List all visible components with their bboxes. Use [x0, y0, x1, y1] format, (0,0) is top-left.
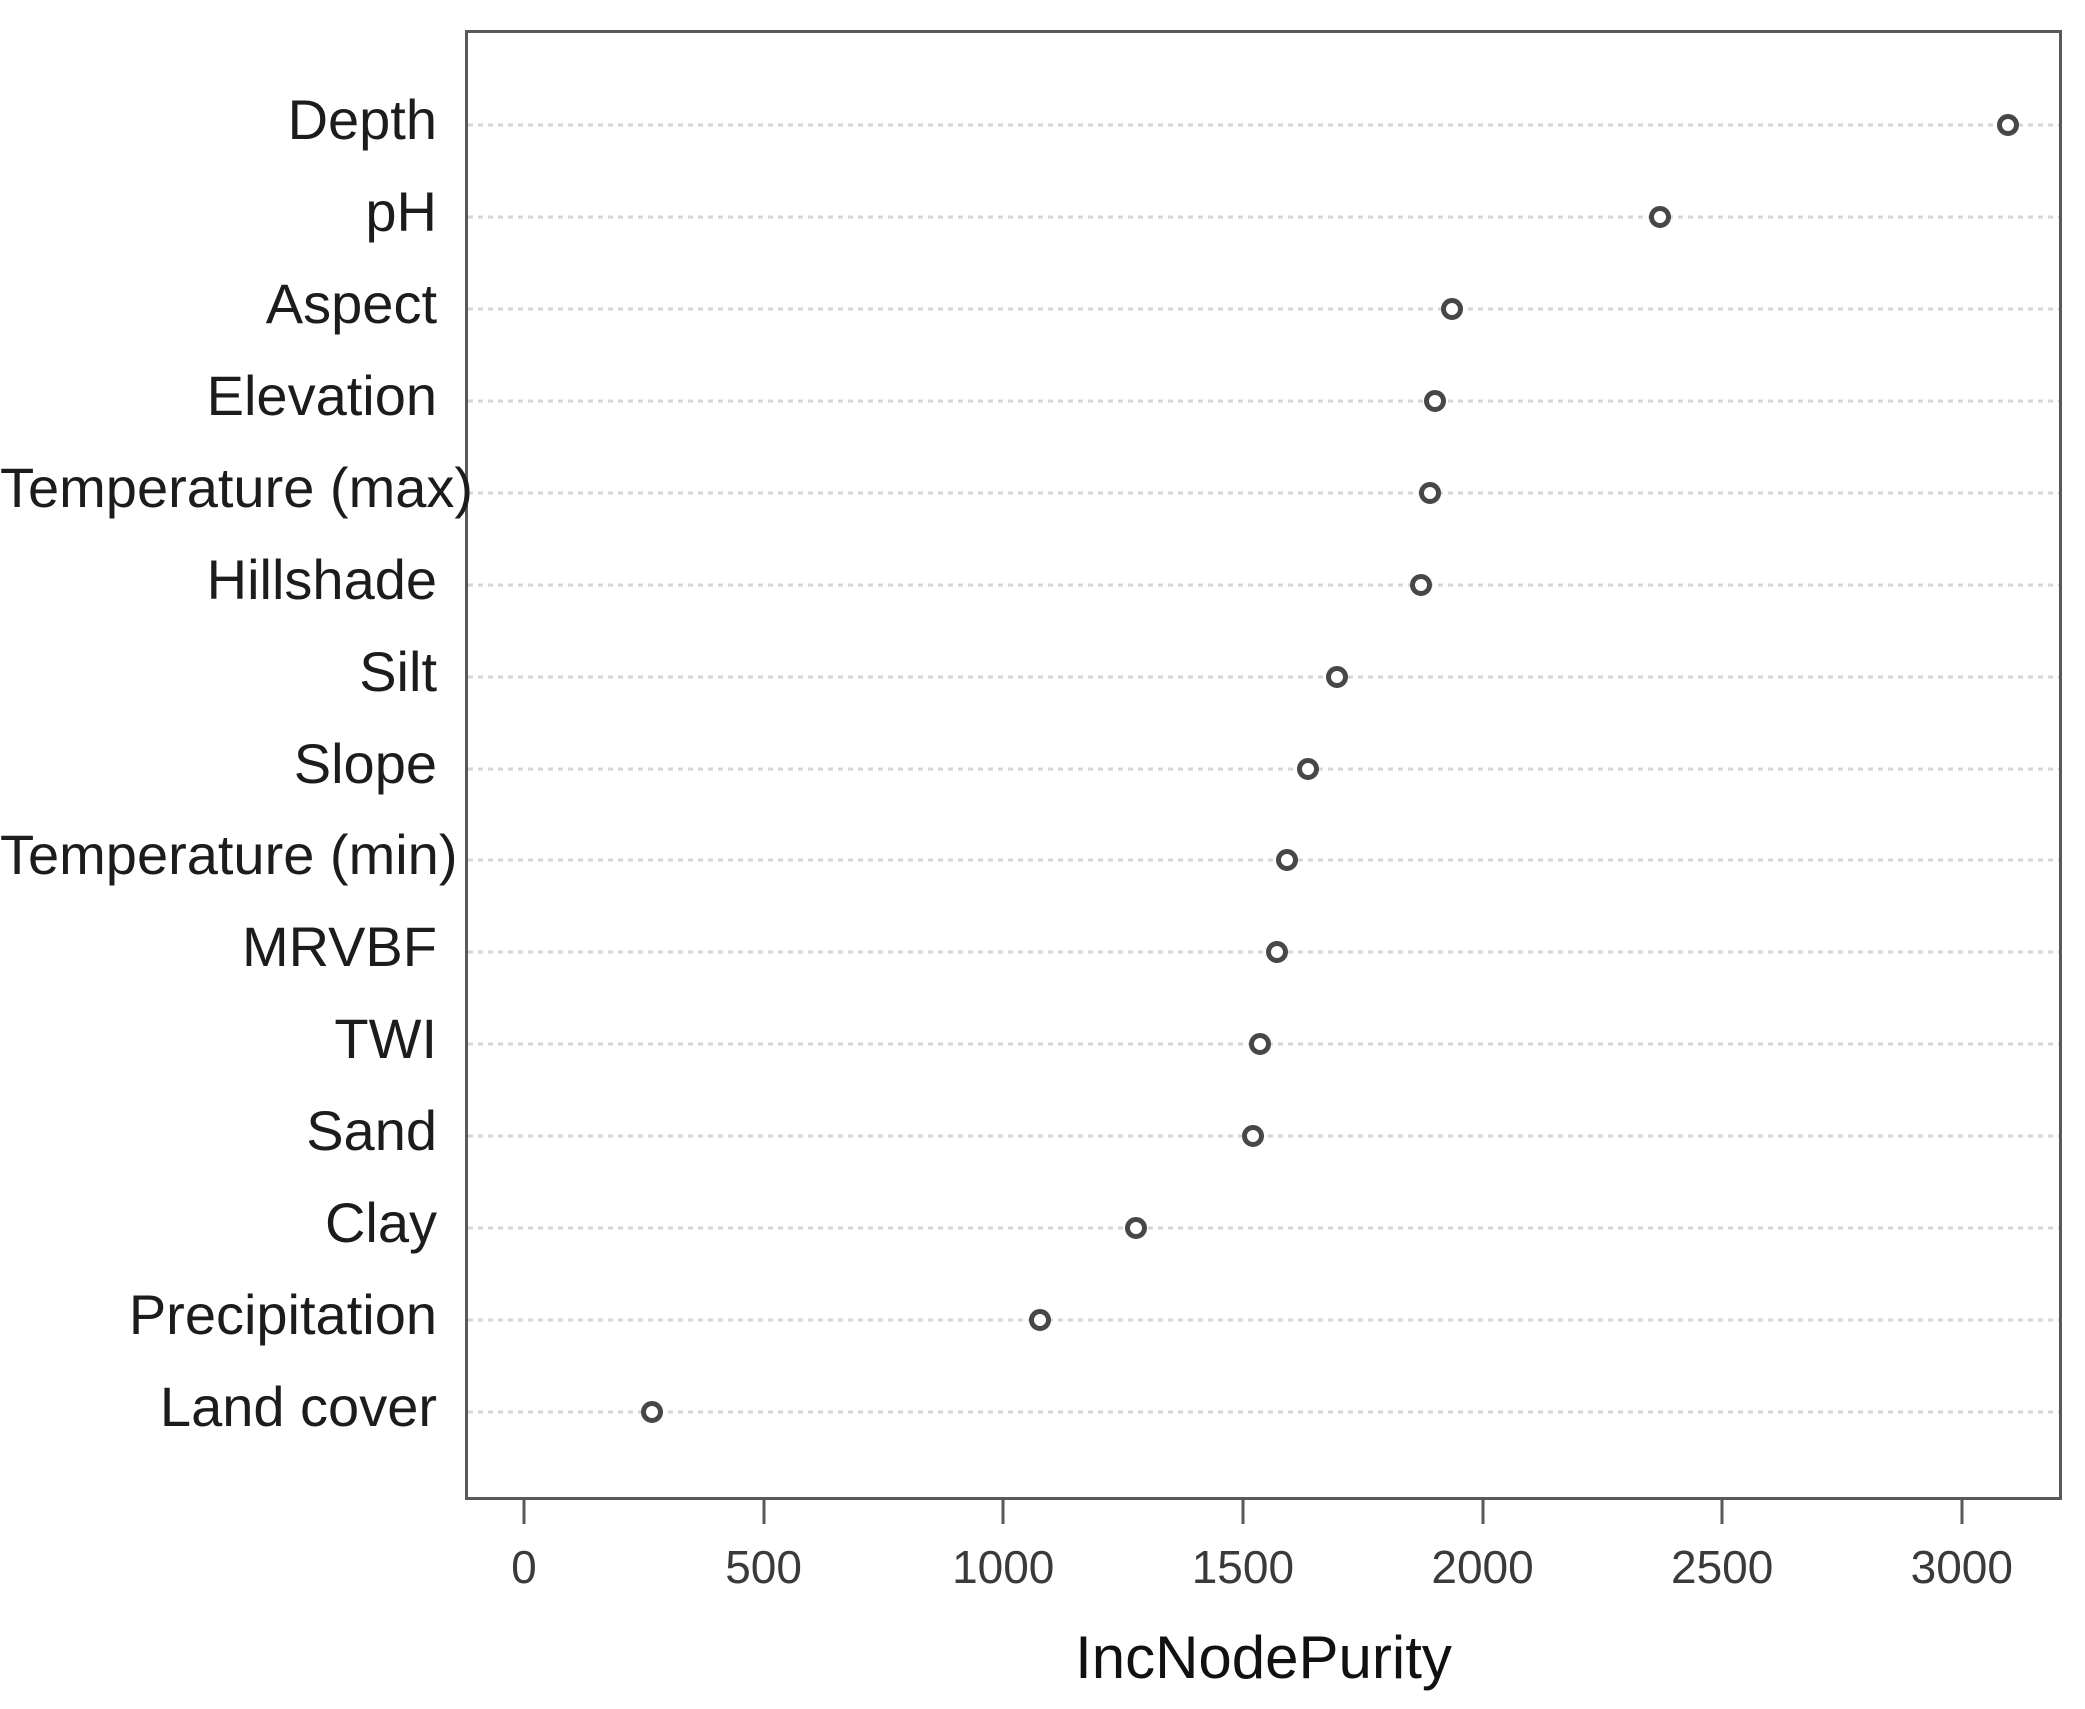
x-tick-mark	[1001, 1500, 1005, 1524]
category-label: Depth	[287, 87, 437, 151]
x-tick-label: 2500	[1671, 1541, 1774, 1593]
category-label: MRVBF	[242, 915, 437, 979]
category-label: Aspect	[265, 271, 437, 335]
x-tick-mark	[762, 1500, 766, 1524]
category-label: Elevation	[206, 363, 437, 427]
category-label: Land cover	[159, 1374, 437, 1438]
gridline-12	[468, 1226, 2059, 1230]
gridline-2	[468, 307, 2059, 311]
x-axis-title: IncNodePurity	[1075, 1624, 1452, 1691]
data-point	[1297, 757, 1320, 780]
data-point	[1249, 1033, 1272, 1056]
category-label: Hillshade	[206, 547, 437, 611]
x-tick-label: 2000	[1431, 1541, 1534, 1593]
data-point	[1409, 573, 1432, 596]
data-point	[640, 1401, 663, 1423]
x-tick-label: 1000	[952, 1541, 1055, 1593]
category-label: Temperature (min)	[0, 823, 458, 887]
category-label: TWI	[334, 1007, 437, 1071]
x-tick-mark	[1481, 1500, 1485, 1524]
gridline-1	[468, 215, 2059, 219]
gridline-8	[468, 858, 2059, 862]
data-point	[1275, 849, 1298, 872]
x-tick-mark	[1960, 1500, 1964, 1524]
category-label: Clay	[324, 1190, 437, 1254]
gridline-9	[468, 950, 2059, 954]
gridline-7	[468, 767, 2059, 770]
data-point	[1424, 389, 1447, 412]
data-point	[1996, 114, 2019, 136]
data-point	[1028, 1309, 1051, 1332]
gridline-14	[468, 1410, 2059, 1414]
x-tick-label: 500	[725, 1541, 802, 1593]
data-point	[1266, 941, 1289, 964]
gridline-5	[468, 583, 2059, 587]
category-label: Slope	[293, 731, 437, 795]
data-point	[1124, 1217, 1147, 1240]
data-point	[1242, 1125, 1265, 1148]
plot-area	[465, 30, 2062, 1500]
gridline-3	[468, 399, 2059, 403]
data-point	[1419, 481, 1442, 504]
x-tick-mark	[1241, 1500, 1245, 1524]
category-label: Precipitation	[128, 1282, 437, 1346]
category-label: Temperature (max)	[0, 455, 474, 519]
gridline-4	[468, 491, 2059, 495]
gridline-13	[468, 1318, 2059, 1322]
gridline-0	[468, 123, 2059, 127]
data-point	[1440, 297, 1463, 320]
gridline-6	[468, 675, 2059, 679]
category-label: Silt	[359, 639, 437, 703]
category-label: pH	[365, 179, 437, 243]
x-tick-mark	[1720, 1500, 1724, 1524]
data-point	[1649, 205, 1672, 228]
x-tick-label: 1500	[1191, 1541, 1295, 1593]
category-label: Sand	[306, 1098, 437, 1162]
x-tick-label: 3000	[1910, 1541, 2013, 1593]
x-tick-label: 0	[511, 1541, 537, 1593]
data-point	[1325, 665, 1348, 688]
x-tick-mark	[522, 1500, 526, 1524]
